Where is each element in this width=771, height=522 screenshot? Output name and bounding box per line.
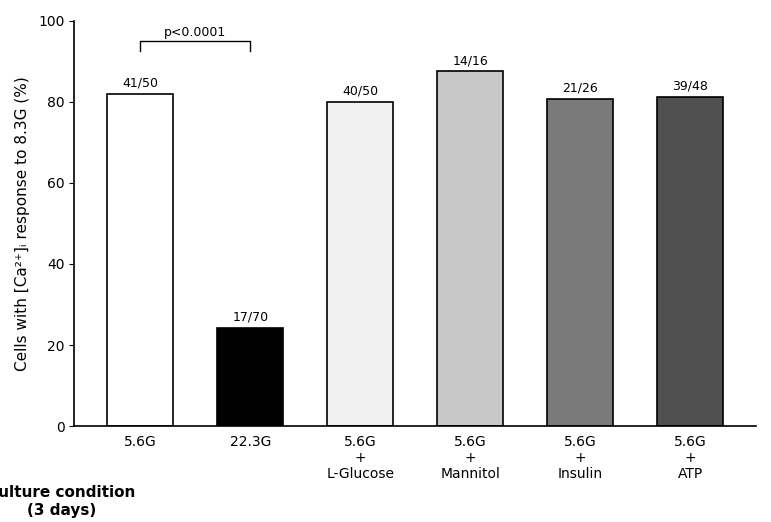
Text: 40/50: 40/50	[342, 85, 379, 98]
Text: 39/48: 39/48	[672, 79, 708, 92]
Bar	[437, 71, 503, 426]
Bar	[107, 93, 173, 426]
Text: 21/26: 21/26	[562, 81, 598, 94]
Text: 41/50: 41/50	[123, 76, 158, 89]
Bar	[217, 328, 283, 426]
Y-axis label: Cells with [Ca²⁺]ᵢ response to 8.3G (%): Cells with [Ca²⁺]ᵢ response to 8.3G (%)	[15, 76, 30, 371]
Bar	[657, 97, 723, 426]
Bar	[327, 102, 393, 426]
Text: p<0.0001: p<0.0001	[164, 26, 227, 39]
Bar	[547, 99, 613, 426]
Text: 14/16: 14/16	[453, 54, 488, 67]
Text: 17/70: 17/70	[232, 311, 268, 324]
Text: Culture condition
(3 days): Culture condition (3 days)	[0, 485, 136, 518]
